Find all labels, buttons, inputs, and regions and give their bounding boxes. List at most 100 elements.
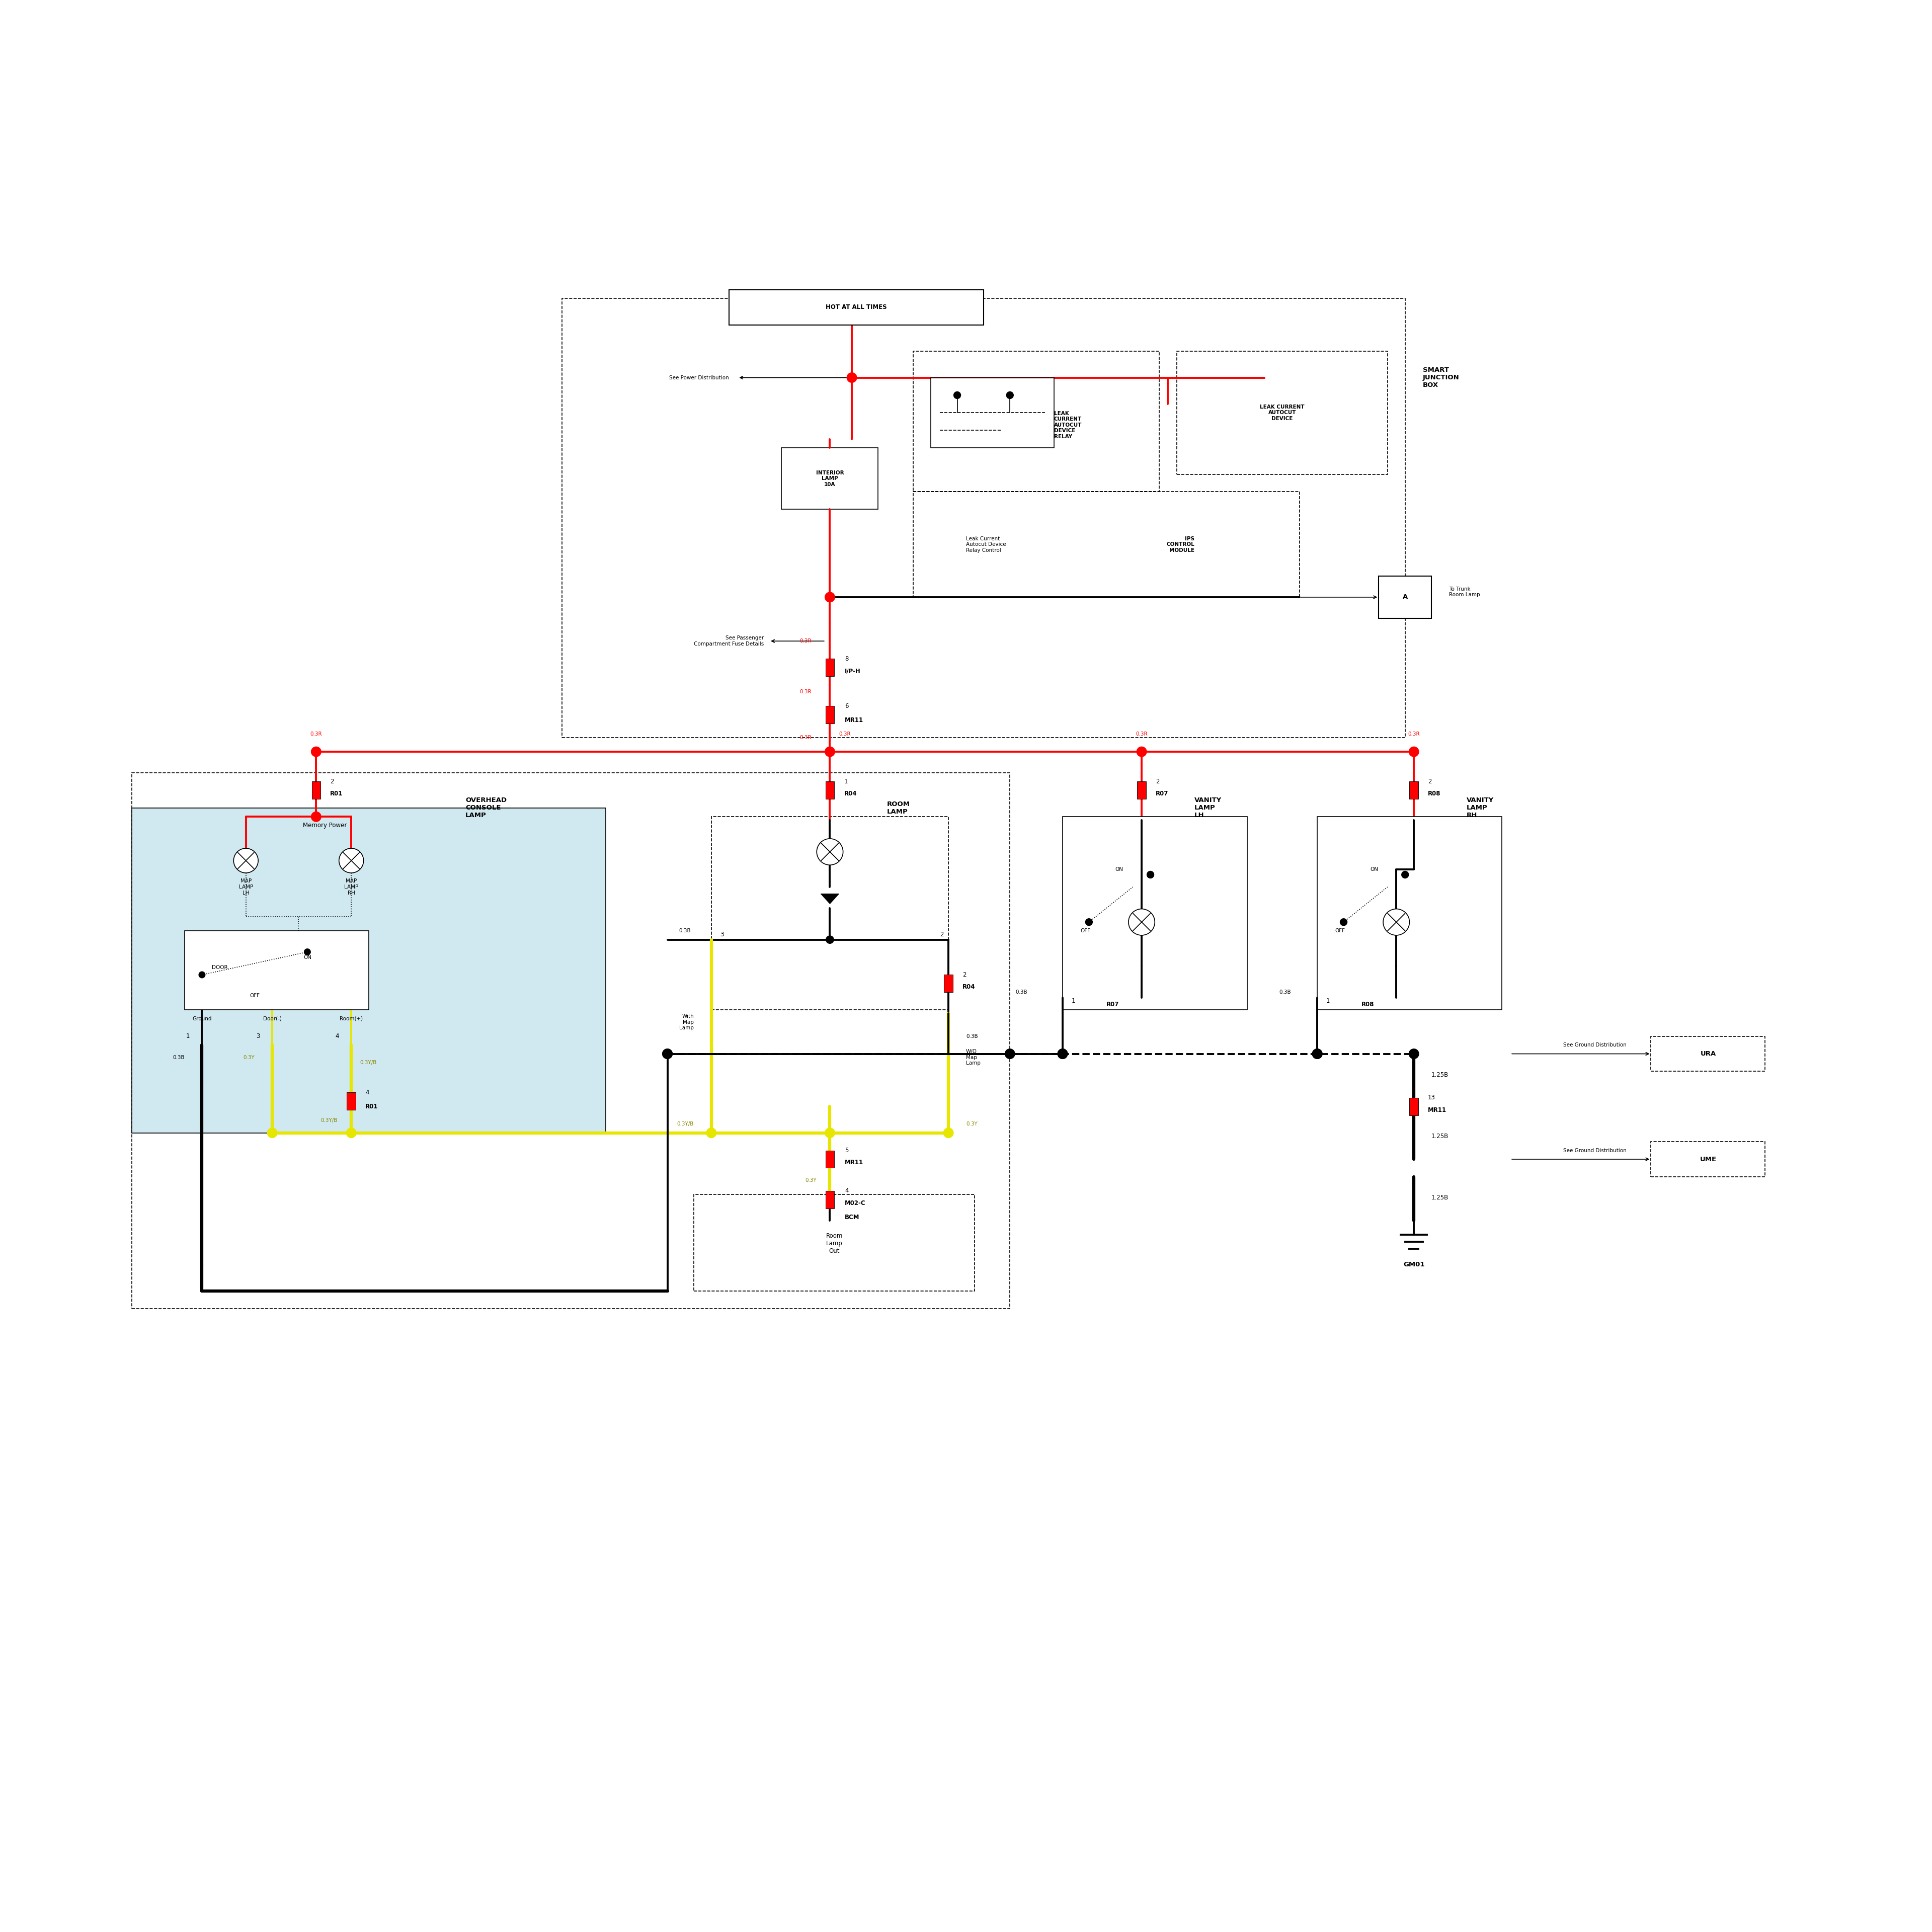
Text: See Passenger
Compartment Fuse Details: See Passenger Compartment Fuse Details xyxy=(694,636,763,647)
Text: 0.3R: 0.3R xyxy=(311,732,323,736)
Text: IPS
CONTROL
MODULE: IPS CONTROL MODULE xyxy=(1167,535,1194,553)
Circle shape xyxy=(234,848,259,873)
Bar xyxy=(1379,576,1432,618)
Text: ON: ON xyxy=(303,954,311,960)
Text: 0.3Y/B: 0.3Y/B xyxy=(359,1061,377,1065)
Text: A: A xyxy=(1403,593,1408,601)
Bar xyxy=(131,773,1010,1308)
Circle shape xyxy=(943,1128,952,1138)
Text: See Ground Distribution: See Ground Distribution xyxy=(1563,1148,1627,1153)
Bar xyxy=(825,782,835,800)
Text: LEAK
CURRENT
AUTOCUT
DEVICE
RELAY: LEAK CURRENT AUTOCUT DEVICE RELAY xyxy=(1053,412,1082,439)
Circle shape xyxy=(1128,908,1155,935)
Circle shape xyxy=(311,748,321,757)
Text: M02-C: M02-C xyxy=(844,1200,866,1206)
Text: DOOR: DOOR xyxy=(213,966,228,970)
Bar xyxy=(1318,817,1501,1010)
Text: 0.3B: 0.3B xyxy=(678,929,692,933)
Bar xyxy=(1410,782,1418,800)
Circle shape xyxy=(199,972,205,978)
Text: MR11: MR11 xyxy=(844,717,864,723)
Circle shape xyxy=(338,848,363,873)
Text: 4: 4 xyxy=(365,1090,369,1095)
Bar xyxy=(914,352,1159,493)
Text: W/O
Map
Lamp: W/O Map Lamp xyxy=(966,1049,981,1066)
Text: OFF: OFF xyxy=(1335,929,1345,933)
Circle shape xyxy=(1057,1049,1068,1059)
Text: 0.3B: 0.3B xyxy=(172,1055,184,1061)
Text: 1: 1 xyxy=(185,1034,189,1039)
Text: Room(+): Room(+) xyxy=(340,1016,363,1022)
Circle shape xyxy=(1136,748,1146,757)
Text: To Trunk
Room Lamp: To Trunk Room Lamp xyxy=(1449,587,1480,597)
Text: LEAK CURRENT
AUTOCUT
DEVICE: LEAK CURRENT AUTOCUT DEVICE xyxy=(1260,404,1304,421)
Text: BCM: BCM xyxy=(844,1213,860,1221)
Text: 5: 5 xyxy=(844,1148,848,1153)
Text: 8: 8 xyxy=(844,655,848,663)
Bar xyxy=(931,377,1053,448)
Text: Ground: Ground xyxy=(193,1016,213,1022)
Text: 4: 4 xyxy=(336,1034,338,1039)
Text: 0.3R: 0.3R xyxy=(838,732,850,736)
Text: R07: R07 xyxy=(1107,1001,1119,1009)
Bar xyxy=(311,782,321,800)
Circle shape xyxy=(303,949,311,954)
Text: Room
Lamp
Out: Room Lamp Out xyxy=(825,1233,842,1254)
Bar xyxy=(914,493,1300,597)
Text: 4: 4 xyxy=(844,1188,848,1194)
Text: 0.3B: 0.3B xyxy=(966,1034,978,1039)
Circle shape xyxy=(663,1049,672,1059)
Text: 0.3R: 0.3R xyxy=(1408,732,1420,736)
Text: VANITY
LAMP
RH: VANITY LAMP RH xyxy=(1466,798,1493,819)
Bar xyxy=(1652,1142,1766,1177)
Polygon shape xyxy=(821,895,838,904)
Bar xyxy=(711,817,949,1010)
Text: R08: R08 xyxy=(1428,790,1441,798)
Text: R07: R07 xyxy=(1155,790,1169,798)
Text: 0.3Y/B: 0.3Y/B xyxy=(676,1122,694,1126)
Text: Memory Power: Memory Power xyxy=(303,823,348,829)
Bar xyxy=(562,299,1405,738)
Text: 13: 13 xyxy=(1428,1094,1435,1101)
Text: 1: 1 xyxy=(1325,997,1329,1005)
Text: 1: 1 xyxy=(1072,997,1074,1005)
Text: HOT AT ALL TIMES: HOT AT ALL TIMES xyxy=(825,303,887,311)
Text: See Power Distribution: See Power Distribution xyxy=(668,375,728,381)
Text: 6: 6 xyxy=(844,703,848,709)
Circle shape xyxy=(707,1128,717,1138)
Circle shape xyxy=(825,593,835,603)
Bar xyxy=(1138,782,1146,800)
Circle shape xyxy=(1401,871,1408,879)
Text: VANITY
LAMP
LH: VANITY LAMP LH xyxy=(1194,798,1221,819)
Bar xyxy=(131,808,607,1132)
Text: With
Map
Lamp: With Map Lamp xyxy=(680,1014,694,1030)
Text: R01: R01 xyxy=(330,790,344,798)
Circle shape xyxy=(346,1128,355,1138)
Text: OFF: OFF xyxy=(1080,929,1090,933)
Bar xyxy=(825,659,835,676)
Bar xyxy=(184,931,369,1010)
Text: 0.3Y: 0.3Y xyxy=(966,1122,978,1126)
Circle shape xyxy=(1408,748,1418,757)
Text: URA: URA xyxy=(1700,1051,1716,1057)
Text: 1.25B: 1.25B xyxy=(1432,1072,1449,1078)
Circle shape xyxy=(1312,1049,1321,1059)
Bar xyxy=(1652,1036,1766,1072)
Circle shape xyxy=(1057,1049,1068,1059)
Text: Leak Current
Autocut Device
Relay Control: Leak Current Autocut Device Relay Contro… xyxy=(966,535,1007,553)
Text: SMART
JUNCTION
BOX: SMART JUNCTION BOX xyxy=(1422,367,1459,388)
Text: 1.25B: 1.25B xyxy=(1432,1132,1449,1140)
Circle shape xyxy=(1148,871,1153,879)
Bar xyxy=(348,1092,355,1111)
Circle shape xyxy=(1383,908,1410,935)
Bar xyxy=(782,448,879,510)
Text: R01: R01 xyxy=(365,1103,379,1109)
Text: 0.3R: 0.3R xyxy=(1136,732,1148,736)
Text: 2: 2 xyxy=(939,931,943,937)
Text: GM01: GM01 xyxy=(1403,1262,1424,1267)
Text: 0.3Y: 0.3Y xyxy=(806,1179,817,1182)
Text: MAP
LAMP
LH: MAP LAMP LH xyxy=(240,879,253,895)
Text: MAP
LAMP
RH: MAP LAMP RH xyxy=(344,879,357,895)
Text: ON: ON xyxy=(1115,867,1122,871)
Circle shape xyxy=(1408,1049,1418,1059)
